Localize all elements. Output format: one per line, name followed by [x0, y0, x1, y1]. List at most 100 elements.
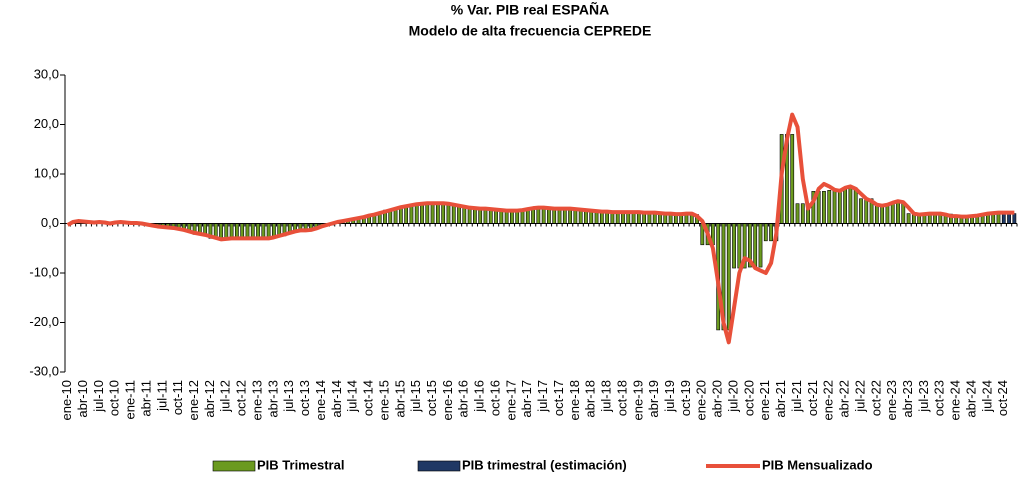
- x-tick-label: jul-22: [852, 380, 867, 413]
- bar: [557, 208, 562, 224]
- bar: [250, 223, 255, 239]
- bar: [219, 223, 223, 239]
- bar: [414, 203, 419, 224]
- x-tick-label: jul-14: [345, 380, 360, 413]
- bar: [261, 223, 266, 239]
- x-tick-label: jul-19: [662, 380, 677, 413]
- x-tick-label: ene-23: [884, 380, 899, 420]
- bar: [589, 210, 594, 224]
- x-tick-label: abr-22: [837, 380, 852, 418]
- bar: [425, 203, 430, 224]
- bar: [890, 202, 895, 224]
- x-tick-label: ene-13: [249, 380, 264, 420]
- x-tick-label: abr-13: [265, 380, 280, 418]
- bar: [795, 203, 800, 224]
- bar: [827, 190, 832, 224]
- bar: [531, 208, 535, 224]
- bar: [287, 223, 292, 232]
- x-tick-label: ene-18: [567, 380, 582, 420]
- bar: [726, 223, 731, 331]
- x-tick-label: abr-15: [392, 380, 407, 418]
- bar: [837, 190, 842, 224]
- bar: [393, 209, 398, 224]
- x-tick-label: oct-18: [614, 380, 629, 416]
- x-tick-label: oct-13: [297, 380, 312, 416]
- x-tick-label: ene-22: [821, 380, 836, 420]
- y-tick-label: 20,0: [34, 116, 59, 131]
- x-tick-label: ene-10: [59, 380, 74, 420]
- bar: [409, 205, 414, 224]
- bar: [853, 187, 858, 224]
- x-tick-label: abr-16: [456, 380, 471, 418]
- legend-swatch: [212, 460, 256, 472]
- x-tick-label: oct-22: [868, 380, 883, 416]
- x-tick-label: jul-24: [979, 380, 994, 413]
- bar: [235, 223, 239, 239]
- x-tick-label: jul-12: [218, 380, 233, 413]
- x-tick-label: jul-16: [472, 380, 487, 413]
- bar: [758, 223, 763, 268]
- chart-title: % Var. PIB real ESPAÑA: [451, 1, 609, 18]
- x-tick-label: abr-10: [75, 380, 90, 418]
- x-tick-label: jul-17: [535, 380, 550, 413]
- bar: [430, 202, 435, 224]
- bar: [859, 198, 863, 224]
- x-tick-label: jul-23: [916, 380, 931, 413]
- x-tick-label: oct-14: [361, 380, 376, 416]
- x-tick-label: abr-24: [963, 380, 978, 418]
- bar: [420, 203, 424, 224]
- bar: [245, 223, 250, 239]
- legend-label: PIB trimestral (estimación): [462, 457, 627, 472]
- bar: [763, 223, 768, 242]
- bar: [483, 208, 488, 224]
- x-tick-label: abr-14: [329, 380, 344, 418]
- x-tick-label: oct-16: [487, 380, 502, 416]
- x-tick-label: ene-20: [694, 380, 709, 420]
- bar: [536, 208, 541, 224]
- x-tick-label: oct-12: [234, 380, 249, 416]
- x-tick-label: jul-15: [408, 380, 423, 413]
- x-tick-label: abr-11: [138, 380, 153, 417]
- legend-label: PIB Trimestral: [257, 457, 344, 472]
- bar: [404, 205, 409, 224]
- x-tick-label: jul-20: [725, 380, 740, 413]
- x-tick-label: oct-17: [551, 380, 566, 416]
- x-tick-label: abr-20: [710, 380, 725, 418]
- bar: [800, 203, 805, 224]
- x-tick-label: abr-19: [646, 380, 661, 418]
- x-tick-label: ene-12: [186, 380, 201, 420]
- y-tick-label: 0,0: [41, 215, 59, 230]
- x-tick-label: jul-10: [91, 380, 106, 413]
- line: [66, 112, 1015, 345]
- bar: [272, 223, 276, 237]
- x-tick-label: ene-14: [313, 380, 328, 420]
- bar: [737, 223, 742, 269]
- x-tick-label: ene-21: [757, 380, 772, 420]
- x-tick-label: abr-21: [773, 380, 788, 418]
- bar: [462, 207, 467, 224]
- legend-swatch: [417, 460, 461, 472]
- x-tick-label: ene-24: [948, 380, 963, 420]
- bar: [832, 190, 837, 224]
- x-tick-label: oct-24: [995, 380, 1010, 416]
- y-tick-label: -30,0: [29, 363, 59, 378]
- bar: [467, 207, 472, 224]
- x-tick-label: jul-11: [154, 380, 169, 412]
- bar: [541, 207, 546, 224]
- x-tick-label: abr-17: [519, 380, 534, 418]
- x-tick-label: oct-15: [424, 380, 439, 416]
- x-tick-label: abr-18: [583, 380, 598, 418]
- x-tick-label: jul-18: [599, 380, 614, 413]
- bar: [864, 198, 869, 224]
- bar: [441, 202, 446, 224]
- x-tick-label: oct-20: [741, 380, 756, 416]
- bar: [562, 208, 567, 224]
- x-tick-label: jul-13: [281, 380, 296, 413]
- bar: [478, 208, 483, 224]
- x-tick-label: abr-23: [900, 380, 915, 418]
- bar: [256, 223, 260, 239]
- x-tick-label: ene-16: [440, 380, 455, 420]
- bar: [451, 204, 456, 224]
